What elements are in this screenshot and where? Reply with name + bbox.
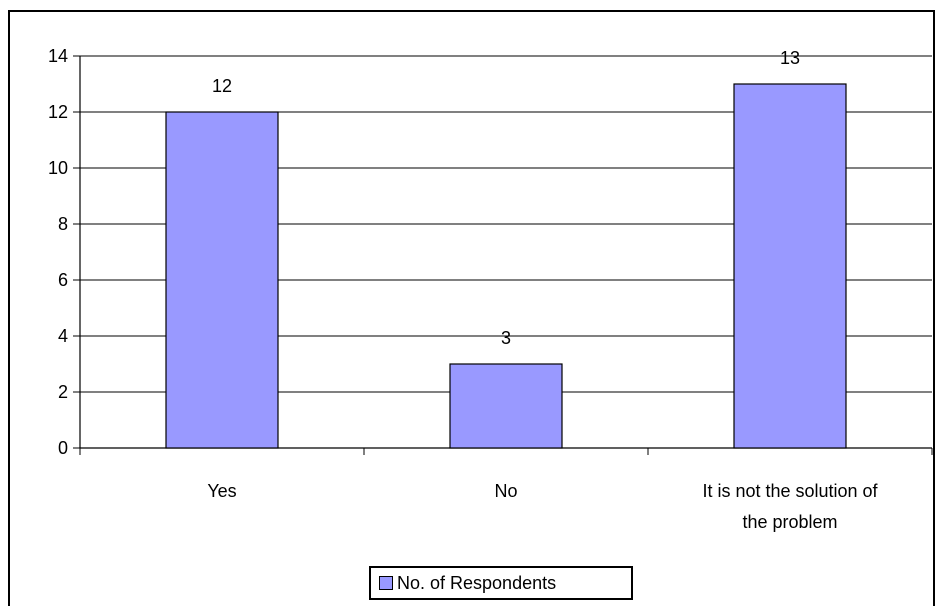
bar [449,363,563,449]
y-tick-label: 6 [58,270,68,290]
data-label: 3 [501,328,511,348]
bar [733,83,847,449]
legend: No. of Respondents [369,566,633,600]
y-tick-label: 0 [58,438,68,458]
y-tick-label: 10 [48,158,68,178]
data-label: 12 [212,76,232,96]
legend-label: No. of Respondents [397,572,557,593]
legend-swatch [379,576,393,590]
bar [165,111,279,449]
x-tick-label: No [494,481,517,501]
y-tick-label: 4 [58,326,68,346]
y-tick-label: 8 [58,214,68,234]
x-tick-label: Yes [207,481,236,501]
x-tick-label: It is not the solution of the problem [702,481,878,532]
data-label: 13 [780,48,800,68]
y-tick-label: 14 [48,46,68,66]
y-tick-label: 2 [58,382,68,402]
y-tick-label: 12 [48,102,68,122]
